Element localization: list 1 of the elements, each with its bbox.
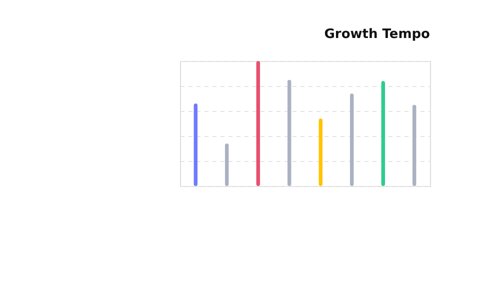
chart-title: Growth Tempo <box>324 27 430 42</box>
